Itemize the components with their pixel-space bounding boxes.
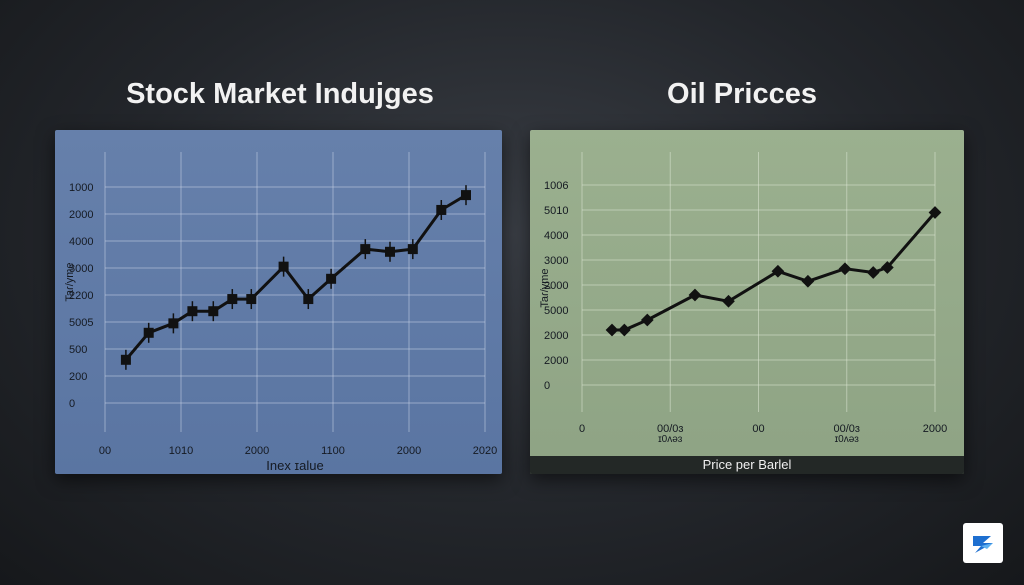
x-tick-label: 0 [579,423,585,435]
y-tick-label: 1000 [69,182,93,194]
data-point [168,318,179,329]
x-tick-label: 1100 [321,445,345,457]
y-tick-label: 200 [69,371,87,383]
x-tick-label: 00 [752,423,764,435]
x-tick-label: 00 [99,445,111,457]
y-axis-label: Taɾ/yme [64,262,76,301]
x-tick-label: 00/0ɜ [834,423,860,435]
data-point [771,264,785,278]
data-point [436,204,447,215]
data-point [722,294,735,308]
x-tick-label: 2000 [923,423,947,435]
x-axis-label: Inex ɪalue [266,458,323,473]
y-tick-label: 5010 [544,205,568,217]
data-point [246,294,257,305]
x-tick-label: 00/0ɜ [657,423,683,435]
data-point [278,261,289,272]
data-point [303,294,314,305]
brand-logo [963,523,1003,563]
data-point [360,244,371,255]
x-tick-label: 1010 [169,445,193,457]
data-point [880,261,894,274]
y-tick-label: 2000 [544,330,568,342]
x-tick-label: 2020 [473,445,497,457]
series-line [124,193,467,361]
stock-chart-title: Stock Market Indujges [126,78,434,110]
y-tick-label: 4000 [69,236,93,248]
data-point [838,262,852,276]
x-tick-label: 2000 [245,445,269,457]
data-point [120,354,131,365]
stock-market-chart-panel: 1000 2000 4000 3000 2200 5005 500 200 0 00 1010 200… [55,130,502,474]
data-point [640,313,654,327]
data-point [461,190,471,201]
data-point [208,306,219,317]
data-point [187,306,198,317]
y-tick-label: 500 [69,344,87,356]
y-tick-label: 5005 [69,317,93,329]
y-tick-label: 2200 [69,290,93,302]
x-tick-sublabel: ɪ0ʌəɜ [658,434,683,445]
oil-x-axis-label: Price per Barlel [530,456,964,474]
oil-chart-title: Oil Pricces [667,78,817,110]
data-point [385,246,395,257]
data-point [407,244,418,255]
data-point [801,274,815,288]
data-point [143,327,154,338]
y-tick-label: 4000 [544,230,568,242]
x-tick-sublabel: ɪ0ʌəɜ [835,434,860,445]
y-tick-label: 2000 [544,280,568,292]
y-tick-label: 3000 [69,263,93,275]
y-tick-label: 3000 [544,255,568,267]
y-axis-label: Taɾ/yme [539,268,551,307]
data-point [617,323,631,337]
data-point [688,288,702,302]
y-tick-label: 0 [544,380,550,392]
oil-prices-chart-panel: 1006 5010 4000 3000 2000 5000 2000 2000 0 0 00/0ɜ ɪ… [530,130,964,474]
y-tick-label: 5000 [544,305,568,317]
y-tick-label: 2000 [544,355,568,367]
y-tick-label: 1006 [544,180,568,192]
data-point [605,323,619,337]
data-point [866,266,880,279]
data-point [326,273,337,284]
y-tick-label: 0 [69,398,75,410]
y-tick-label: 2000 [69,209,93,221]
lightning-logo-icon [973,536,993,553]
data-point [227,294,238,305]
x-tick-label: 2000 [397,445,421,457]
